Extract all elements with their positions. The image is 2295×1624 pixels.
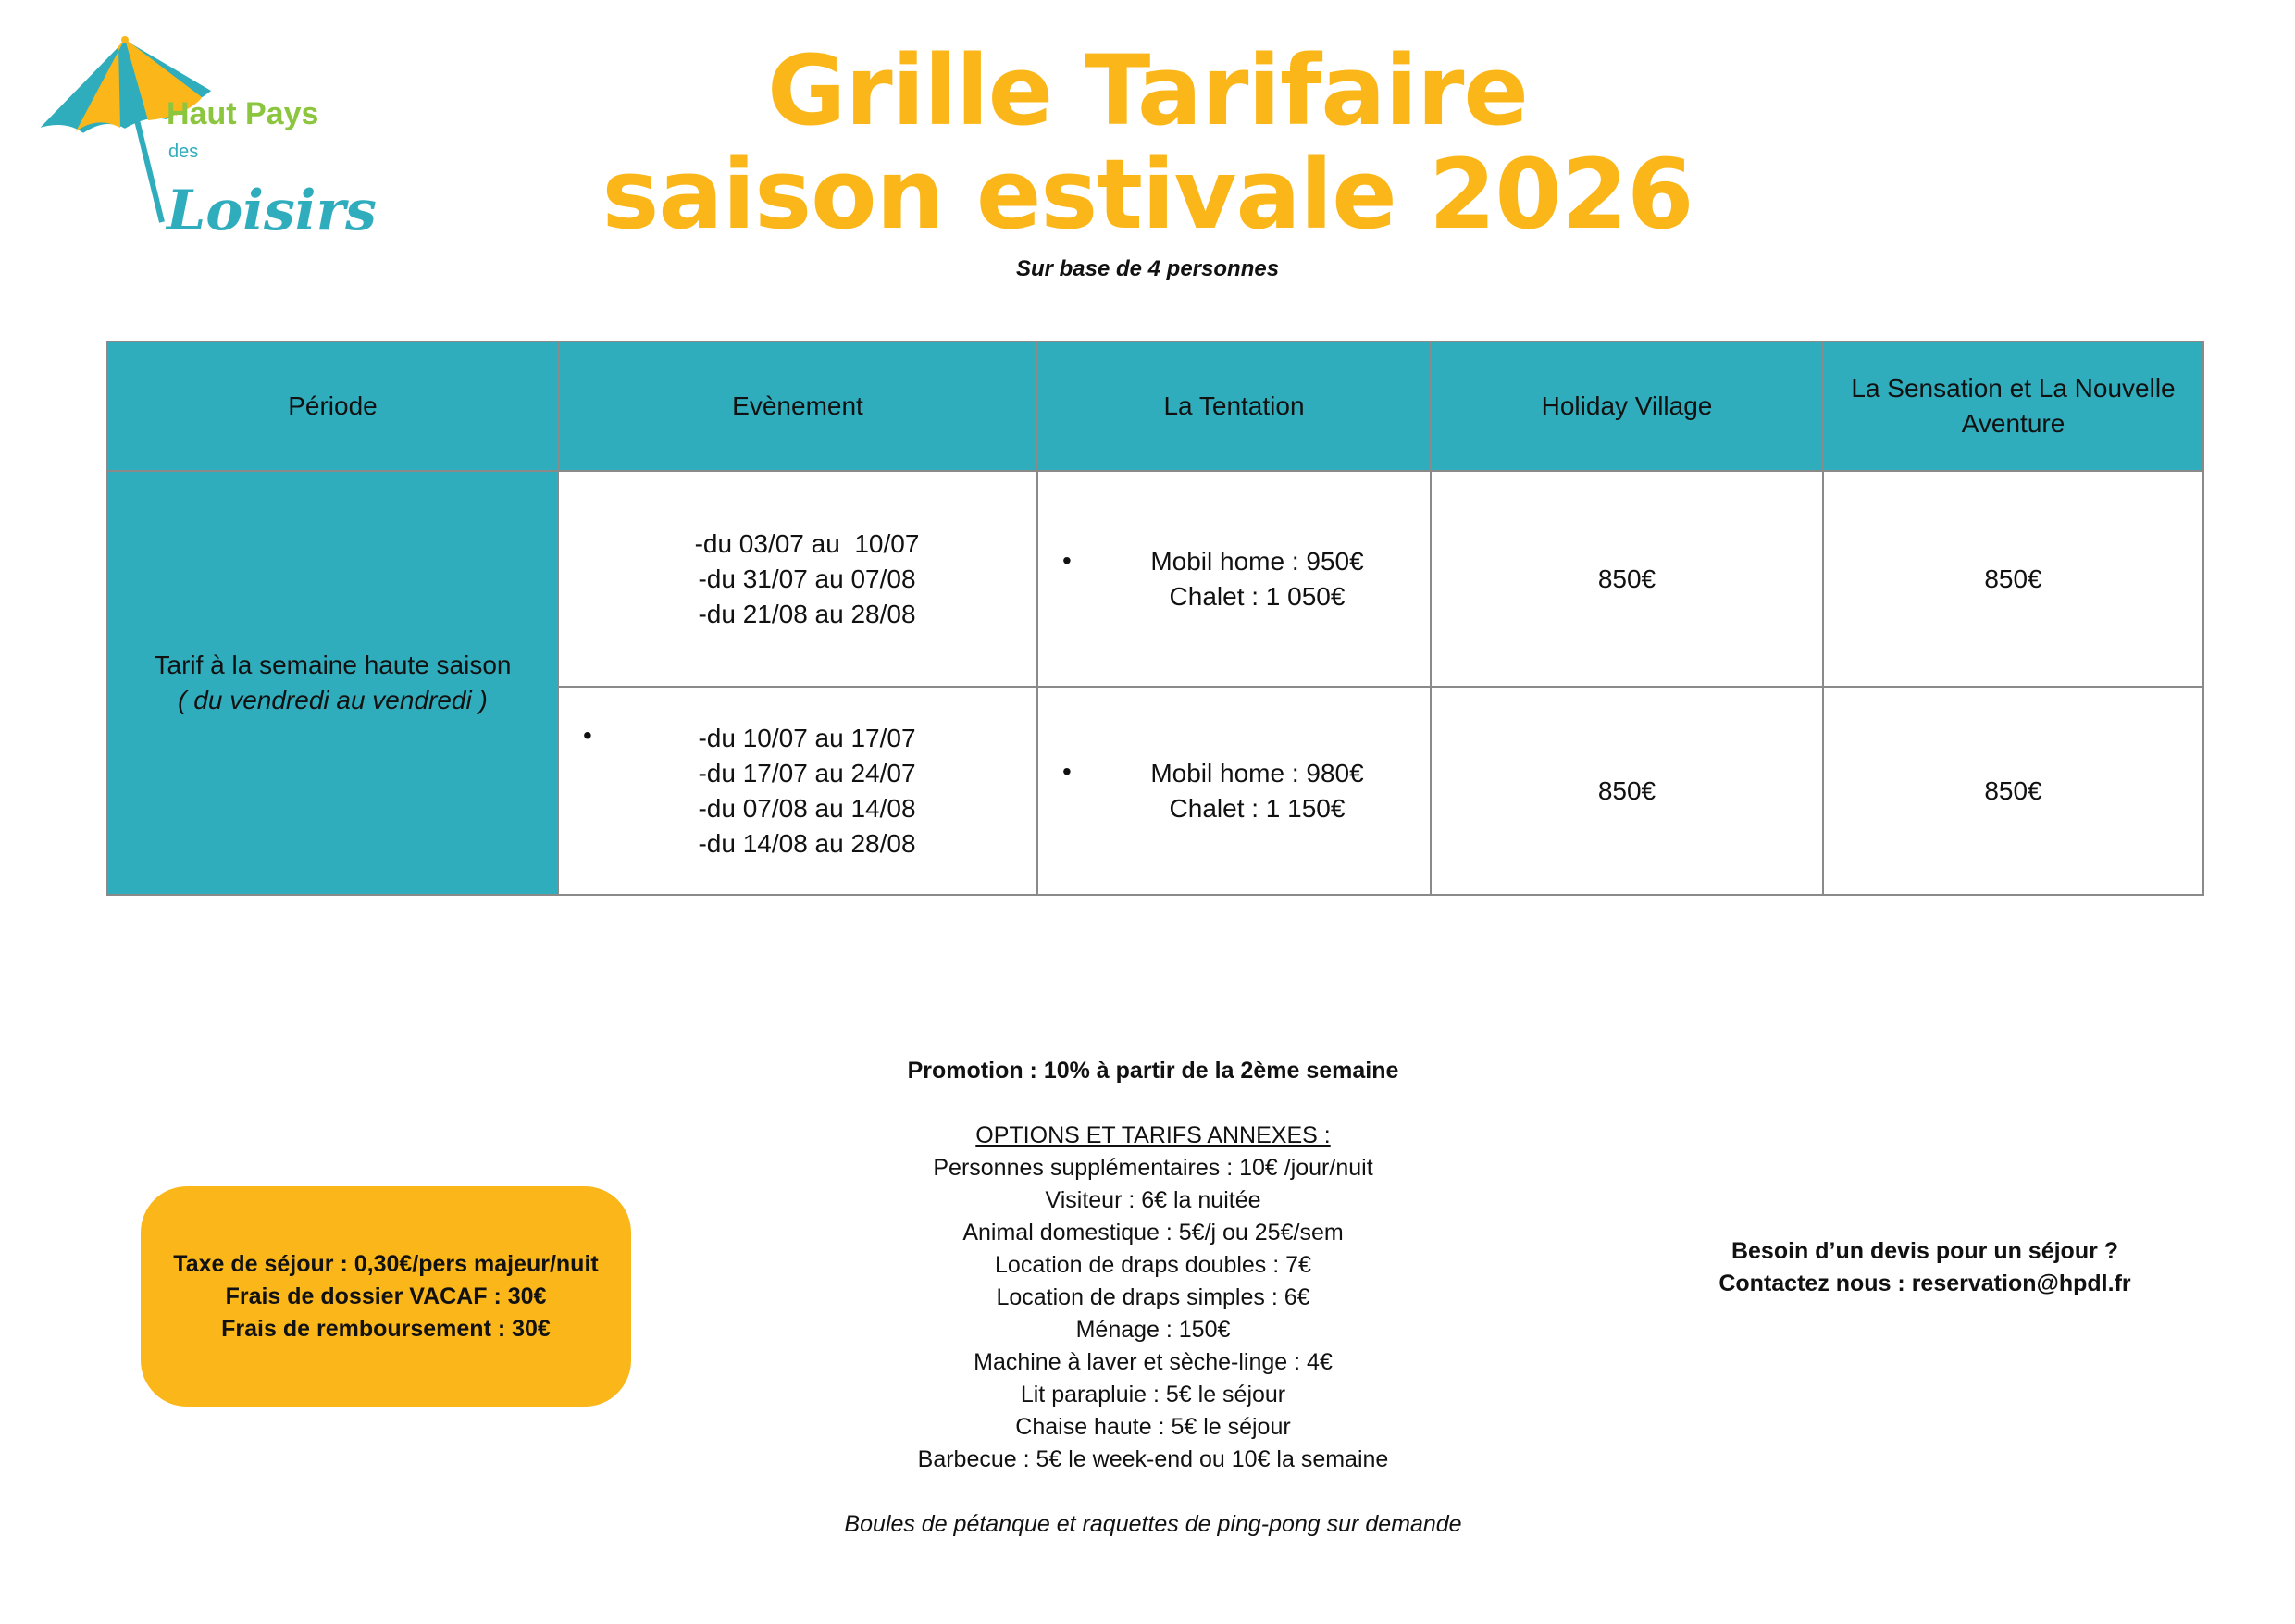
period-cell: Tarif à la semaine haute saison ( du ven… — [106, 470, 559, 896]
options-title: OPTIONS ET TARIFS ANNEXES : — [975, 1122, 1331, 1148]
header-periode: Période — [106, 341, 559, 472]
table-row: • -du 10/07 au 17/07 -du 17/07 au 24/07 … — [107, 686, 2204, 896]
header-holiday-village: Holiday Village — [1430, 341, 1824, 472]
haut-pays-des-loisirs-logo: Haut Pays des Loisirs — [36, 36, 377, 243]
bullet: • — [1062, 757, 1072, 786]
event-date: -du 03/07 au 10/07 — [694, 528, 920, 558]
tentation-cell: • Mobil home : 950€ Chalet : 1 050€ — [1036, 470, 1432, 688]
chalet-price: Chalet : 1 150€ — [1169, 793, 1346, 823]
option-item: Location de draps simples : 6€ — [996, 1284, 1310, 1310]
header-la-sensation: La Sensation et La Nouvelle Aventure — [1822, 341, 2204, 472]
event-date: -du 31/07 au 07/08 — [698, 564, 916, 593]
header-la-tentation: La Tentation — [1036, 341, 1432, 472]
umbrella-icon — [36, 36, 215, 223]
table-header-row: Période Evènement La Tentation Holiday V… — [106, 341, 2204, 472]
sensation-price: 850€ — [1822, 686, 2204, 896]
subtitle: Sur base de 4 personnes — [1015, 256, 1280, 281]
tourist-tax: Taxe de séjour : 0,30€/pers majeur/nuit — [173, 1250, 599, 1277]
promotion-text: Promotion : 10% à partir de la 2ème sema… — [907, 1058, 1399, 1084]
event-date: -du 10/07 au 17/07 — [698, 723, 916, 752]
contact-email: Contactez nous : reservation@hpdl.fr — [1718, 1271, 2131, 1296]
table-row: Tarif à la semaine haute saison ( du ven… — [106, 470, 2204, 896]
period-label: Tarif à la semaine haute saison — [154, 651, 512, 679]
option-item: Visiteur : 6€ la nuitée — [1045, 1187, 1261, 1213]
chalet-price: Chalet : 1 050€ — [1169, 581, 1346, 611]
svg-text:Haut Pays: Haut Pays — [167, 96, 318, 131]
options-section: Promotion : 10% à partir de la 2ème sema… — [690, 1055, 1616, 1541]
holiday-village-price: 850€ — [1430, 470, 1824, 688]
option-item: Animal domestique : 5€/j ou 25€/sem — [962, 1220, 1344, 1246]
option-item: Ménage : 150€ — [1075, 1317, 1231, 1343]
fees-box: Taxe de séjour : 0,30€/pers majeur/nuit … — [141, 1186, 631, 1407]
page-title-line1: Grille Tarifaire — [767, 34, 1529, 147]
period-days: ( du vendredi au vendredi ) — [178, 686, 488, 714]
option-item: Barbecue : 5€ le week-end ou 10€ la sema… — [917, 1446, 1389, 1472]
svg-text:Loisirs: Loisirs — [165, 179, 377, 243]
quote-question: Besoin d’un devis pour un séjour ? — [1731, 1238, 2119, 1264]
option-item: Location de draps doubles : 7€ — [995, 1252, 1311, 1278]
header-evenement: Evènement — [557, 341, 1038, 472]
contact-section: Besoin d’un devis pour un séjour ? Conta… — [1601, 1235, 2249, 1300]
bullet: • — [1062, 546, 1072, 575]
option-item: Machine à laver et sèche-linge : 4€ — [974, 1349, 1333, 1375]
tentation-cell: • Mobil home : 980€ Chalet : 1 150€ — [1036, 686, 1432, 896]
option-item: Chaise haute : 5€ le séjour — [1015, 1414, 1291, 1440]
holiday-village-price: 850€ — [1430, 686, 1824, 896]
vacaf-fee: Frais de dossier VACAF : 30€ — [225, 1283, 547, 1309]
event-date: -du 14/08 au 28/08 — [698, 828, 916, 858]
mobil-home-price: Mobil home : 950€ — [1150, 546, 1364, 576]
price-table: Période Evènement La Tentation Holiday V… — [106, 341, 2204, 896]
bullet: • — [583, 721, 592, 750]
svg-text:des: des — [168, 142, 198, 162]
option-item: Personnes supplémentaires : 10€ /jour/nu… — [933, 1155, 1373, 1181]
event-date: -du 07/08 au 14/08 — [698, 793, 916, 823]
page-title-line2: saison estivale 2026 — [602, 138, 1694, 251]
event-date: -du 17/07 au 24/07 — [698, 758, 916, 787]
sensation-price: 850€ — [1822, 470, 2204, 688]
event-dates-cell: • -du 10/07 au 17/07 -du 17/07 au 24/07 … — [557, 686, 1038, 896]
mobil-home-price: Mobil home : 980€ — [1150, 758, 1364, 787]
option-item: Lit parapluie : 5€ le séjour — [1020, 1382, 1286, 1407]
refund-fee: Frais de remboursement : 30€ — [221, 1315, 551, 1342]
equipment-note: Boules de pétanque et raquettes de ping-… — [844, 1511, 1462, 1537]
event-dates-cell: -du 03/07 au 10/07 -du 31/07 au 07/08 -d… — [557, 470, 1038, 688]
event-date: -du 21/08 au 28/08 — [698, 599, 916, 628]
